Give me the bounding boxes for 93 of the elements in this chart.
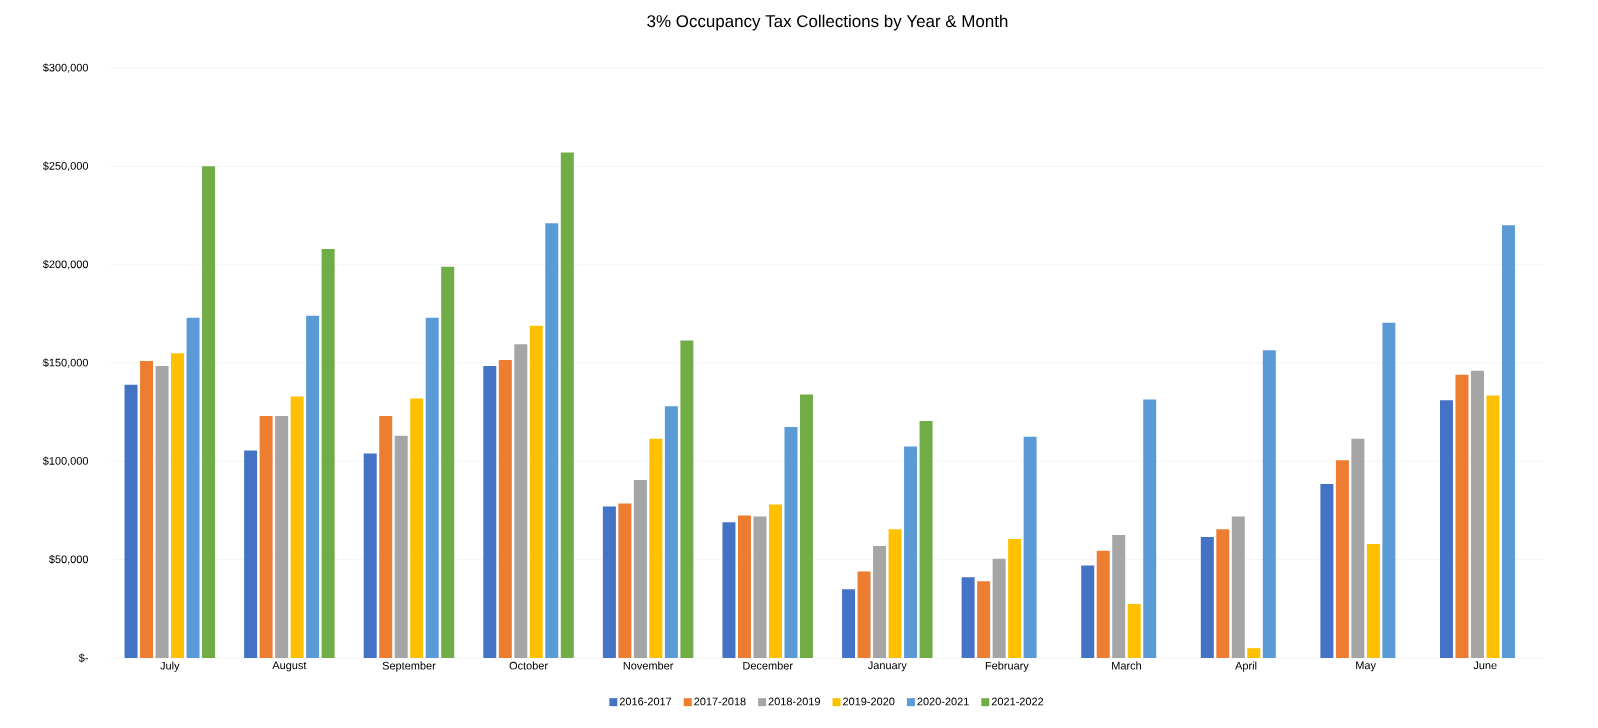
legend-label: 2021-2022: [991, 697, 1044, 706]
bar: [171, 353, 185, 658]
x-tick-label: December: [743, 661, 793, 670]
bar: [290, 396, 304, 658]
bar: [784, 426, 798, 658]
x-tick-label: November: [623, 661, 674, 670]
bar: [1143, 399, 1157, 658]
bar: [768, 504, 782, 658]
bar: [618, 503, 632, 658]
bar: [140, 361, 154, 658]
y-tick-label: $150,000: [42, 358, 89, 368]
bar: [186, 317, 200, 658]
bar: [498, 360, 512, 658]
bar: [275, 416, 289, 658]
bar: [244, 450, 258, 658]
x-tick-label: April: [1235, 661, 1257, 672]
bar: [680, 340, 694, 658]
bar: [1216, 529, 1230, 658]
bar: [202, 166, 216, 658]
bar: [306, 315, 320, 658]
y-tick-label: $300,000: [42, 63, 89, 73]
x-tick-label: March: [1112, 661, 1141, 670]
bar: [1470, 370, 1484, 658]
x-tick-label: August: [272, 661, 307, 672]
bar: [1247, 648, 1261, 658]
bar: [1096, 550, 1110, 658]
legend-label: 2020-2021: [917, 697, 969, 706]
bar: [888, 529, 902, 658]
bar: [155, 365, 169, 658]
bar: [1382, 322, 1396, 658]
bar: [722, 522, 736, 658]
bar: [1112, 535, 1126, 658]
x-tick-label: January: [867, 661, 907, 672]
bar: [842, 589, 856, 658]
bar: [649, 438, 663, 658]
bar: [602, 506, 616, 658]
bar: [363, 453, 377, 658]
legend-label: 2019-2020: [843, 697, 895, 706]
bar: [1081, 565, 1095, 658]
bar: [514, 344, 528, 658]
bar: [560, 152, 574, 658]
bar: [124, 384, 138, 658]
bar: [1366, 543, 1380, 658]
bar: [1486, 395, 1500, 658]
bar: [379, 416, 393, 658]
y-tick-label: $-: [78, 653, 88, 663]
bar: [799, 394, 813, 658]
bar: [1501, 225, 1515, 658]
bar: [1008, 539, 1022, 658]
bar: [1439, 400, 1453, 658]
x-tick-label: February: [985, 661, 1029, 672]
bar: [1320, 483, 1334, 658]
legend-label: 2017-2018: [694, 697, 746, 706]
bar: [545, 223, 559, 658]
bar: [873, 545, 887, 658]
bar: [1262, 350, 1276, 658]
bar: [857, 571, 871, 658]
bar: [259, 416, 273, 658]
bar: [441, 266, 455, 658]
bar: [977, 581, 991, 658]
legend-label: 2018-2019: [768, 697, 820, 706]
bar: [1023, 436, 1037, 658]
bar: [633, 480, 647, 658]
bar: [1335, 460, 1349, 658]
bar: [1127, 603, 1141, 658]
x-tick-label: May: [1356, 661, 1376, 672]
bar: [1231, 516, 1245, 658]
bar: [1351, 438, 1365, 658]
bar: [394, 435, 408, 658]
y-tick-label: $250,000: [42, 161, 89, 172]
bar: [1200, 537, 1214, 658]
x-tick-label: September: [382, 661, 436, 672]
bar: [410, 398, 424, 658]
y-tick-label: $50,000: [48, 554, 89, 565]
bar: [321, 248, 335, 658]
bar: [919, 421, 933, 658]
legend-label: 2016-2017: [619, 697, 672, 706]
bar: [483, 365, 497, 658]
bar: [425, 317, 439, 658]
x-tick-label: June: [1473, 661, 1497, 670]
chart-title: 3% Occupancy Tax Collections by Year & Month: [647, 14, 1008, 31]
bar: [737, 515, 751, 658]
bar: [992, 558, 1006, 658]
bar: [961, 577, 975, 658]
x-tick-label: October: [509, 661, 548, 670]
bar: [753, 516, 767, 658]
bar: [904, 446, 918, 658]
x-tick-label: July: [160, 661, 180, 672]
bar: [664, 406, 678, 658]
bar: [529, 325, 543, 658]
bar: [1455, 374, 1469, 658]
y-tick-label: $200,000: [42, 259, 89, 270]
y-tick-label: $100,000: [42, 456, 89, 467]
